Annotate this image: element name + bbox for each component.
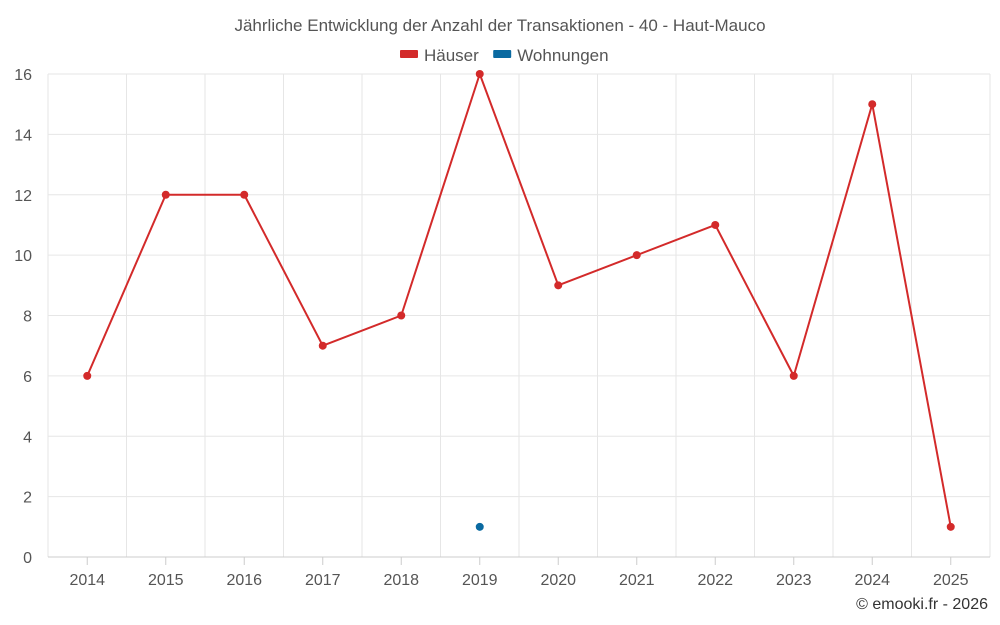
data-point[interactable]: [868, 100, 877, 109]
x-tick-label: 2015: [148, 572, 184, 589]
x-tick-label: 2016: [226, 572, 262, 589]
y-tick-label: 4: [23, 429, 32, 446]
data-point[interactable]: [632, 251, 641, 260]
legend-label: Wohnungen: [517, 46, 608, 65]
data-point[interactable]: [946, 522, 955, 531]
y-tick-label: 0: [23, 550, 32, 567]
legend-item-wohnungen[interactable]: Wohnungen: [493, 46, 609, 65]
data-point[interactable]: [318, 341, 327, 350]
series-haeuser: [83, 70, 955, 531]
data-point[interactable]: [83, 371, 92, 380]
legend-swatch: [493, 50, 512, 58]
x-tick-label: 2021: [619, 572, 655, 589]
grid: [47, 73, 991, 558]
x-tick-label: 2025: [933, 572, 969, 589]
y-tick-label: 10: [14, 248, 32, 265]
x-tick-label: 2020: [540, 572, 576, 589]
data-point[interactable]: [475, 70, 484, 78]
data-point[interactable]: [397, 311, 406, 320]
y-tick-label: 6: [23, 369, 32, 386]
legend-label: Häuser: [424, 46, 479, 65]
chart-title: Jährliche Entwicklung der Anzahl der Tra…: [234, 16, 765, 35]
y-tick-label: 2: [23, 490, 32, 507]
legend: Häuser Wohnungen: [400, 46, 609, 65]
x-tick-label: 2018: [383, 572, 419, 589]
legend-item-haeuser[interactable]: Häuser: [400, 46, 479, 65]
data-point[interactable]: [789, 371, 798, 380]
data-point[interactable]: [161, 190, 170, 199]
y-tick-label: 16: [14, 67, 32, 84]
data-point[interactable]: [711, 220, 720, 229]
x-tick-label: 2023: [776, 572, 812, 589]
credit-text: © emooki.fr - 2026: [856, 596, 988, 613]
data-point[interactable]: [554, 281, 563, 290]
x-tick-label: 2022: [697, 572, 733, 589]
x-tick-label: 2024: [854, 572, 890, 589]
series-wohnungen: [475, 522, 484, 531]
x-tick-label: 2014: [69, 572, 105, 589]
series: [83, 70, 955, 531]
axes: 0 2 4 6 8 10 12 14 16 2014 2015 2016 2017 2018 2019 202…: [14, 67, 990, 589]
x-tick-label: 2019: [462, 572, 498, 589]
y-tick-label: 8: [23, 309, 32, 326]
data-point[interactable]: [240, 190, 249, 199]
series-line: [86, 73, 952, 527]
data-point[interactable]: [475, 522, 484, 531]
legend-swatch: [400, 50, 418, 58]
x-tick-label: 2017: [305, 572, 341, 589]
y-tick-label: 12: [14, 188, 32, 205]
y-tick-label: 14: [14, 127, 32, 144]
